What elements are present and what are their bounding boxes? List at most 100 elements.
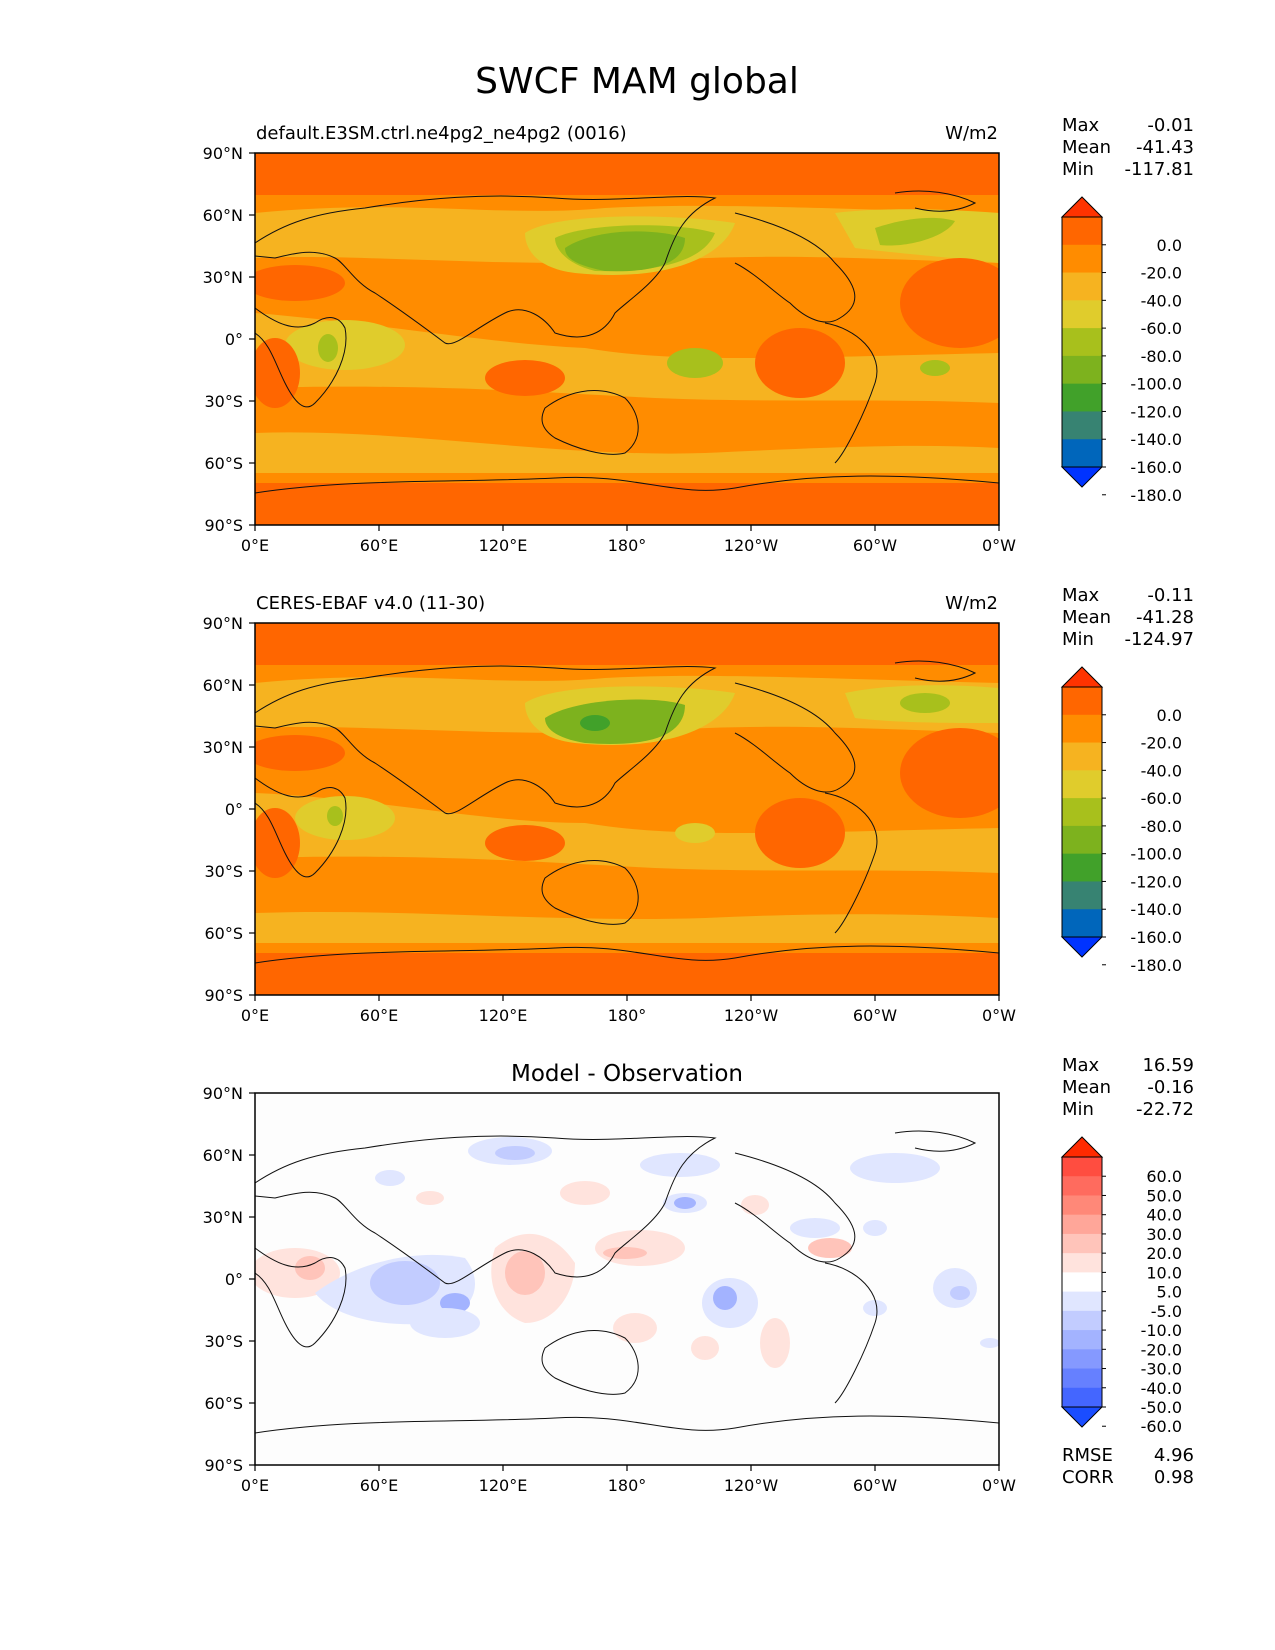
colorbar-segment [1062, 1195, 1102, 1216]
colorbar-extend-max [1060, 196, 1104, 218]
colorbar-tick-label: -120.0 [1130, 872, 1182, 891]
colorbar-segment [1062, 355, 1102, 385]
x-tick-label: 0°E [241, 1476, 269, 1495]
x-tick-label: 0°W [982, 1006, 1016, 1025]
colorbar-segment [1062, 1349, 1102, 1370]
x-tick-label: 60°E [360, 536, 398, 555]
colorbar-segment [1062, 1176, 1102, 1196]
colorbar-segment [1062, 909, 1102, 938]
stat-label: Max [1062, 115, 1100, 136]
stat-value: -41.28 [1136, 607, 1194, 628]
y-tick-label: 30°S [204, 862, 243, 881]
y-tick-label: 60°S [204, 1394, 243, 1413]
colorbar: 60.050.040.030.020.010.05.0-5.0-10.0-20.… [1060, 1136, 1182, 1436]
y-tick-label: 60°S [204, 924, 243, 943]
colorbar-segment [1062, 1291, 1102, 1312]
y-tick-label: 60°N [203, 1146, 243, 1165]
stat-label: Min [1062, 159, 1094, 180]
y-axis: 90°N 60°N 30°N 0° 30°S 60°S 90°S [203, 144, 255, 535]
colorbar-tick-label: -20.0 [1141, 734, 1182, 753]
colorbar-tick-label: 50.0 [1146, 1186, 1182, 1205]
x-tick-label: 120°W [724, 1006, 779, 1025]
colorbar-tick-label: -40.0 [1141, 761, 1182, 780]
stat-value: 0.98 [1154, 1467, 1194, 1488]
colorbar-tick-label: -30.0 [1141, 1360, 1182, 1379]
y-tick-label: 60°N [203, 206, 243, 225]
colorbar-tick-label: -60.0 [1141, 1417, 1182, 1436]
colorbar-frame [1061, 1156, 1103, 1408]
x-tick-label: 60°E [360, 1006, 398, 1025]
panel-title-left: default.E3SM.ctrl.ne4pg2_ne4pg2 (0016) [256, 123, 627, 144]
colorbar-extend-min [1060, 936, 1104, 958]
x-tick-label: 60°E [360, 1476, 398, 1495]
panel-test: default.E3SM.ctrl.ne4pg2_ne4pg2 (0016) W… [203, 115, 1194, 555]
x-tick-label: 120°E [479, 1476, 528, 1495]
stat-label: Min [1062, 629, 1094, 650]
stat-value: -0.11 [1147, 585, 1194, 606]
colorbar-tick-label: 30.0 [1146, 1225, 1182, 1244]
colorbar-frame [1061, 686, 1103, 938]
y-axis: 90°N 60°N 30°N 0° 30°S 60°S 90°S [203, 1084, 255, 1475]
colorbar-tick-label: -100.0 [1130, 845, 1182, 864]
x-tick-label: 120°W [724, 1476, 779, 1495]
stat-label: Max [1062, 585, 1100, 606]
y-tick-label: 30°N [203, 268, 243, 287]
panel-units: W/m2 [945, 123, 998, 144]
stat-value: 4.96 [1154, 1445, 1194, 1466]
colorbar-segment [1062, 300, 1102, 329]
x-tick-label: 0°W [982, 1476, 1016, 1495]
x-tick-label: 120°W [724, 536, 779, 555]
map-field [255, 153, 999, 525]
colorbar-frame [1061, 216, 1103, 468]
colorbar-segment [1062, 272, 1102, 301]
colorbar-tick-label: -20.0 [1141, 1340, 1182, 1359]
colorbar-segment [1062, 1387, 1102, 1408]
y-tick-label: 90°N [203, 614, 243, 633]
colorbar-segment [1062, 714, 1102, 744]
stat-value: 16.59 [1142, 1055, 1194, 1076]
colorbar-tick-label: -40.0 [1141, 1379, 1182, 1398]
colorbar-tick-label: -60.0 [1141, 789, 1182, 808]
stat-label: Min [1062, 1099, 1094, 1120]
stat-label: CORR [1062, 1467, 1114, 1488]
stat-label: Mean [1062, 607, 1111, 628]
stat-value: -0.16 [1147, 1077, 1194, 1098]
y-tick-label: 90°S [204, 986, 243, 1005]
x-tick-label: 180° [608, 536, 647, 555]
x-axis: 0°E 60°E 120°E 180° 120°W 60°W 0°W [241, 1465, 1016, 1495]
colorbar-segment [1062, 328, 1102, 357]
colorbar-tick-label: -100.0 [1130, 375, 1182, 394]
y-axis: 90°N 60°N 30°N 0° 30°S 60°S 90°S [203, 614, 255, 1005]
colorbar-segment [1062, 1214, 1102, 1235]
coastlines [255, 190, 999, 494]
x-tick-label: 0°W [982, 536, 1016, 555]
y-tick-label: 30°S [204, 1332, 243, 1351]
y-tick-label: 90°S [204, 1456, 243, 1475]
panel-title-center: Model - Observation [511, 1061, 743, 1087]
colorbar-segment [1062, 798, 1102, 827]
colorbar-segment [1062, 687, 1102, 716]
coastlines [255, 660, 999, 964]
colorbar-segment [1062, 1330, 1102, 1350]
panel-difference: Model - Observation [203, 1055, 1194, 1495]
panel-units: W/m2 [945, 593, 998, 614]
colorbar-tick-label: -180.0 [1130, 956, 1182, 975]
stats-box: Max -0.01 Mean -41.43 Min -117.81 [1062, 115, 1194, 180]
colorbar-segment [1062, 1253, 1102, 1273]
colorbar-segment [1062, 742, 1102, 771]
colorbar-extend-min [1060, 466, 1104, 488]
stats-box: Max 16.59 Mean -0.16 Min -22.72 [1062, 1055, 1194, 1120]
rmse-corr-box: RMSE 4.96 CORR 0.98 [1062, 1445, 1194, 1488]
panel-title-left: CERES-EBAF v4.0 (11-30) [256, 593, 485, 614]
colorbar-tick-label: 0.0 [1157, 706, 1182, 725]
x-tick-label: 0°E [241, 536, 269, 555]
colorbar-tick-label: -140.0 [1130, 430, 1182, 449]
colorbar-tick-label: -120.0 [1130, 402, 1182, 421]
colorbar-segment [1062, 1157, 1102, 1177]
colorbar-segment [1062, 383, 1102, 412]
colorbar-segment [1062, 1310, 1102, 1331]
colorbar-segment [1062, 244, 1102, 274]
colorbar-tick-label: 5.0 [1157, 1283, 1182, 1302]
colorbar-segment [1062, 825, 1102, 855]
x-tick-label: 60°W [853, 1006, 897, 1025]
